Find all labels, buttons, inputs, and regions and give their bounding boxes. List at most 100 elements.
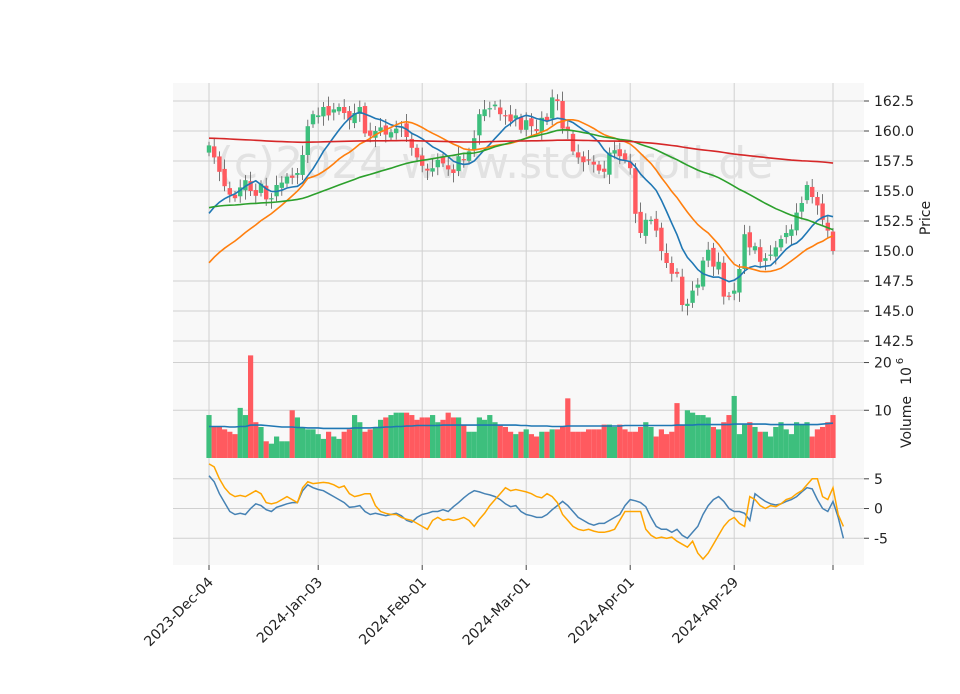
volume-bar	[294, 417, 300, 458]
price-panel-bg	[173, 83, 864, 353]
volume-bar	[258, 426, 264, 458]
volume-bar	[752, 426, 758, 458]
candle-body	[487, 108, 492, 110]
candle-body	[300, 155, 305, 175]
volume-bar	[237, 407, 243, 458]
volume-bar	[612, 426, 618, 458]
volume-bar	[627, 431, 633, 458]
oscillator-lines	[208, 463, 845, 561]
volume-bar	[409, 415, 415, 458]
x-tick-label: 2024-Feb-01	[356, 575, 430, 649]
candle-body	[560, 101, 565, 129]
candle-body	[472, 138, 477, 151]
candle-body	[628, 161, 633, 169]
candle-body	[768, 254, 773, 256]
volume-bar	[424, 417, 430, 458]
volume-bar	[700, 415, 706, 458]
volume-bar	[794, 422, 800, 458]
volume-bar	[357, 422, 363, 458]
volume-bar	[336, 438, 342, 458]
volume-bar	[471, 431, 477, 458]
y-tick-label: 0	[874, 502, 883, 518]
volume-bar	[513, 434, 519, 458]
volume-bar	[773, 426, 779, 458]
candle-body	[269, 198, 274, 200]
candle-body	[778, 239, 784, 248]
x-tick-label: 2024-Apr-29	[669, 575, 742, 648]
volume-bar	[300, 426, 306, 458]
volume-bar	[445, 412, 451, 458]
volume-bar	[653, 436, 659, 458]
volume-bar	[222, 429, 228, 458]
volume-bar	[450, 417, 456, 458]
candle-body	[596, 164, 602, 171]
volume-bar	[820, 426, 826, 458]
y-tick-label: 155.0	[874, 184, 914, 200]
volume-bar	[591, 429, 597, 458]
candle-body	[617, 149, 622, 157]
candle-body	[815, 197, 820, 206]
volume-bar	[643, 422, 649, 458]
candle-body	[799, 203, 804, 212]
candle-body	[659, 227, 664, 251]
candle-body	[368, 130, 373, 136]
price-axis-label: Price	[918, 201, 934, 235]
volume-bar	[768, 436, 774, 458]
candle-body	[347, 111, 352, 121]
candle-body	[607, 152, 612, 175]
volume-bar	[414, 419, 420, 458]
volume-bar	[560, 426, 566, 458]
price-candles	[206, 89, 836, 316]
candle-body	[508, 114, 513, 122]
volume-bar	[690, 412, 696, 458]
candle-body	[737, 269, 742, 293]
volume-bar	[632, 431, 638, 458]
volume-bar	[554, 429, 560, 458]
volume-bar	[783, 429, 789, 458]
volume-bar	[227, 431, 233, 458]
candle-body	[518, 117, 524, 130]
volume-bar	[664, 434, 670, 458]
candle-body	[586, 159, 591, 161]
volume-bar	[778, 422, 784, 458]
volume-bar	[346, 429, 352, 458]
volume-ma-line	[209, 422, 834, 430]
candle-body	[711, 247, 716, 267]
candle-body	[524, 120, 529, 130]
y-tick-label: 152.5	[874, 214, 914, 230]
candle-body	[576, 152, 581, 158]
volume-bar	[263, 441, 269, 458]
volume-bar	[388, 415, 394, 458]
candle-body	[461, 159, 466, 161]
candle-body	[243, 180, 248, 191]
candle-body	[352, 113, 357, 124]
candle-body	[331, 109, 336, 113]
candle-body	[726, 295, 732, 297]
candle-body	[206, 145, 212, 153]
volume-bar	[788, 434, 794, 458]
volume-bar	[502, 426, 508, 458]
volume-bar	[482, 419, 488, 458]
oscillator-line-2	[208, 463, 845, 561]
volume-bar	[638, 426, 644, 458]
volume-bar	[518, 431, 524, 458]
grid-lines	[173, 83, 864, 565]
volume-bar	[762, 431, 768, 458]
candle-body	[248, 181, 253, 191]
x-tick-label: 2024-Jan-03	[254, 575, 326, 647]
volume-bar	[461, 424, 467, 458]
volume-bar	[435, 422, 441, 458]
candle-body	[820, 203, 825, 220]
candle-body	[763, 258, 768, 261]
volume-bar	[232, 434, 238, 458]
candle-body	[669, 263, 674, 274]
volume-bar	[596, 429, 602, 458]
candle-body	[217, 156, 222, 172]
candle-body	[664, 252, 669, 263]
volume-bar	[539, 431, 545, 458]
volume-bar	[549, 429, 555, 458]
moving-average-lines	[208, 111, 834, 283]
candle-body	[279, 182, 284, 188]
candle-body	[357, 107, 362, 114]
